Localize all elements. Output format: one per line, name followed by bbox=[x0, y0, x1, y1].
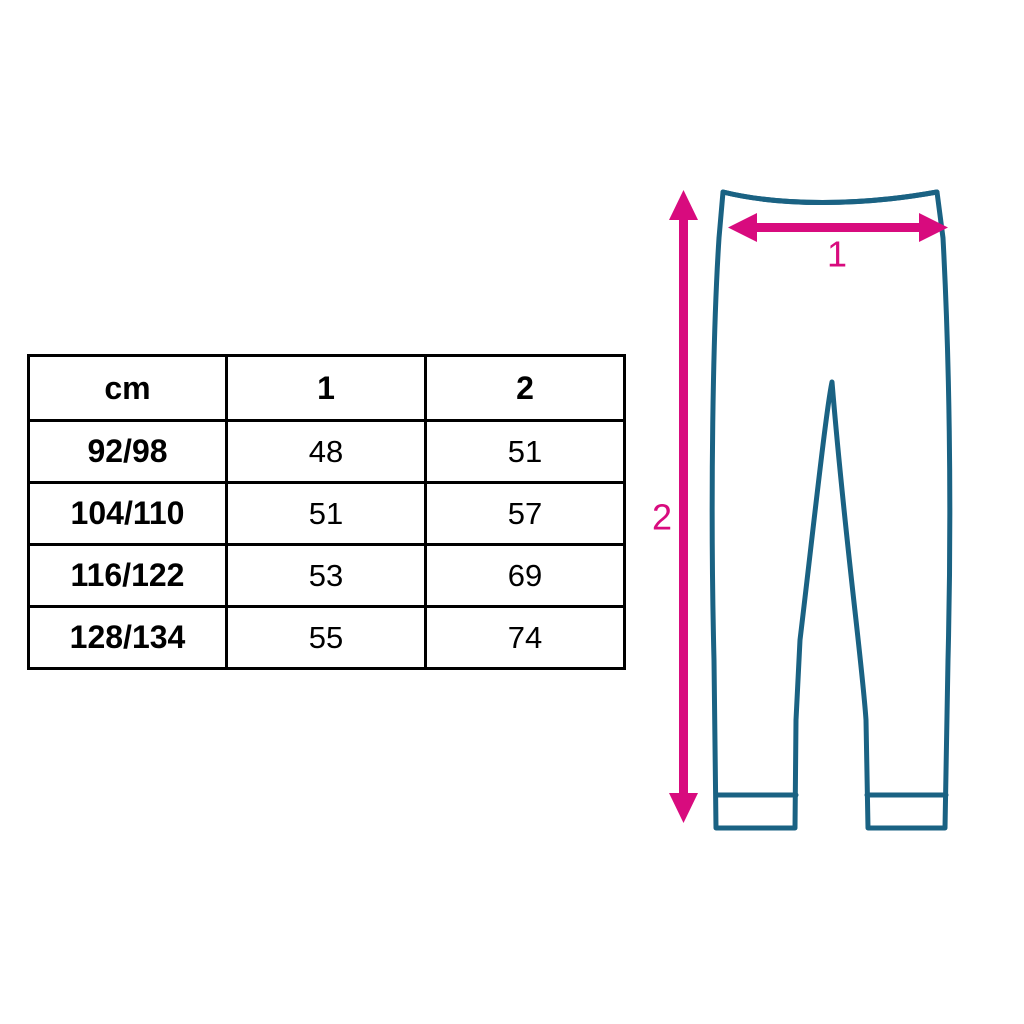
cell-measure-2: 74 bbox=[424, 605, 626, 670]
table-body: 92/98 48 51 104/110 51 57 116/122 53 69 … bbox=[27, 419, 626, 670]
cell-measure-2: 69 bbox=[424, 543, 626, 608]
width-dimension-arrow bbox=[728, 213, 948, 242]
cell-size: 92/98 bbox=[27, 419, 228, 484]
table-row: 104/110 51 57 bbox=[27, 481, 626, 546]
trousers-diagram: 2 1 bbox=[640, 160, 1000, 860]
table-header-row: cm 1 2 bbox=[27, 354, 626, 422]
table-row: 128/134 55 74 bbox=[27, 605, 626, 670]
cell-measure-1: 55 bbox=[225, 605, 427, 670]
length-dimension-label: 2 bbox=[652, 497, 672, 538]
length-dimension-arrow bbox=[669, 190, 698, 823]
width-dimension-label: 1 bbox=[827, 234, 847, 275]
cell-measure-1: 53 bbox=[225, 543, 427, 608]
size-table: cm 1 2 92/98 48 51 104/110 51 57 116/122 bbox=[27, 354, 626, 670]
column-header-2: 2 bbox=[424, 354, 626, 422]
cell-measure-1: 48 bbox=[225, 419, 427, 484]
table-header: cm 1 2 bbox=[27, 354, 626, 422]
column-header-1: 1 bbox=[225, 354, 427, 422]
trousers-outline-icon bbox=[709, 189, 953, 831]
cell-size: 104/110 bbox=[27, 481, 228, 546]
cell-size: 128/134 bbox=[27, 605, 228, 670]
cell-measure-2: 57 bbox=[424, 481, 626, 546]
table-row: 116/122 53 69 bbox=[27, 543, 626, 608]
size-table-container: cm 1 2 92/98 48 51 104/110 51 57 116/122 bbox=[27, 354, 626, 670]
cell-size: 116/122 bbox=[27, 543, 228, 608]
column-header-size: cm bbox=[27, 354, 228, 422]
cell-measure-1: 51 bbox=[225, 481, 427, 546]
cell-measure-2: 51 bbox=[424, 419, 626, 484]
table-row: 92/98 48 51 bbox=[27, 419, 626, 484]
